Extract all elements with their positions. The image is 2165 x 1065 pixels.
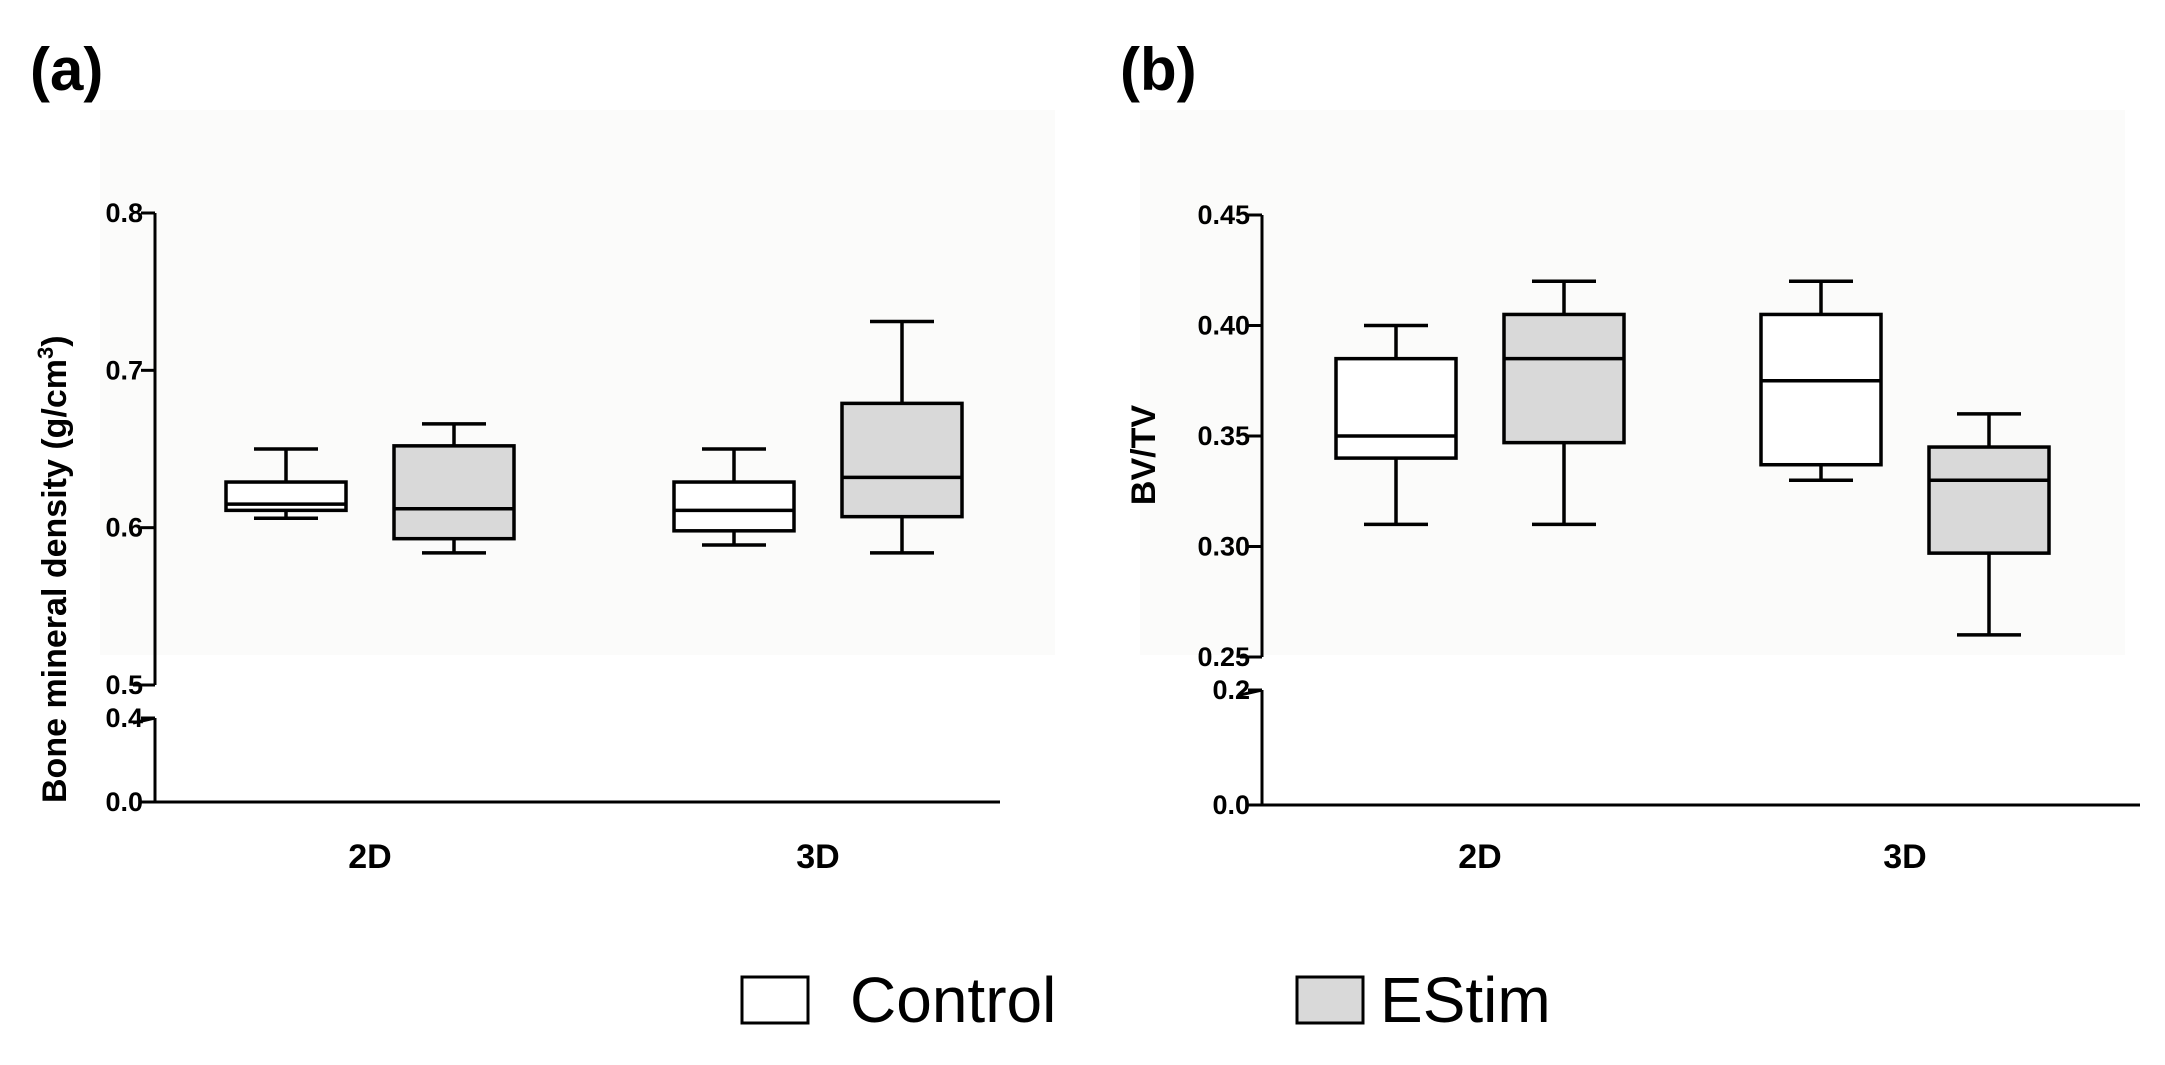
- y-tick-label-a: 0.6: [105, 513, 143, 543]
- legend-label-estim: EStim: [1380, 964, 1551, 1036]
- y-tick-label-a: 0.8: [105, 198, 143, 228]
- y-tick-label-b: 0.2: [1212, 675, 1250, 705]
- y-axis-title-a: Bone mineral density (g/cm3): [33, 335, 74, 803]
- panel-a-background: [100, 110, 1055, 655]
- y-axis-title-b: BV/TV: [1125, 405, 1163, 505]
- x-category-label-a: 3D: [796, 838, 839, 876]
- panel-b-label: (b): [1120, 36, 1197, 103]
- x-category-label-b: 2D: [1458, 838, 1501, 876]
- panel-b: (b) 0.25 0.30 0.35 0.40 0.45 0.0 0.2 BV/TV 2D 3D: [1120, 36, 2140, 876]
- legend-swatch-control: [740, 975, 810, 1025]
- y-tick-label-b: 0.0: [1212, 790, 1250, 820]
- y-tick-label-a: 0.7: [105, 355, 143, 385]
- x-category-label-b: 3D: [1883, 838, 1926, 876]
- iqr-box: [1502, 312, 1626, 445]
- iqr-box: [224, 480, 348, 513]
- y-tick-label-a: 0.5: [105, 670, 143, 700]
- panel-b-background: [1140, 110, 2125, 655]
- y-tick-label-b: 0.45: [1197, 200, 1250, 230]
- box-control-2d-a: [224, 447, 348, 520]
- panel-a-label: (a): [30, 36, 103, 103]
- legend-label-control: Control: [850, 964, 1056, 1036]
- legend: Control EStim: [740, 964, 1551, 1036]
- y-tick-label-a: 0.0: [105, 787, 143, 817]
- box-control-3d-a: [672, 447, 796, 547]
- iqr-box: [1759, 312, 1883, 467]
- y-tick-label-a: 0.4: [105, 703, 143, 733]
- iqr-box: [1927, 445, 2051, 555]
- box-estim-3d-a: [840, 319, 964, 555]
- y-tick-label-b: 0.25: [1197, 642, 1250, 672]
- y-tick-label-b: 0.40: [1197, 311, 1250, 341]
- iqr-box: [1334, 356, 1458, 460]
- iqr-box: [840, 401, 964, 519]
- x-category-label-a: 2D: [348, 838, 391, 876]
- iqr-box: [672, 480, 796, 533]
- iqr-box: [392, 444, 516, 541]
- y-tick-label-b: 0.35: [1197, 421, 1250, 451]
- box-estim-2d-b: [1502, 279, 1626, 527]
- y-tick-label-b: 0.30: [1197, 532, 1250, 562]
- box-estim-3d-b: [1927, 412, 2051, 637]
- legend-swatch-estim: [1295, 975, 1365, 1025]
- box-estim-2d-a: [392, 422, 516, 555]
- panel-a: (a) 0.5 0.6 0.7 0.8 0.0 0.4 Bone mineral densit…: [30, 36, 1055, 876]
- box-control-2d-b: [1334, 323, 1458, 527]
- box-control-3d-b: [1759, 279, 1883, 482]
